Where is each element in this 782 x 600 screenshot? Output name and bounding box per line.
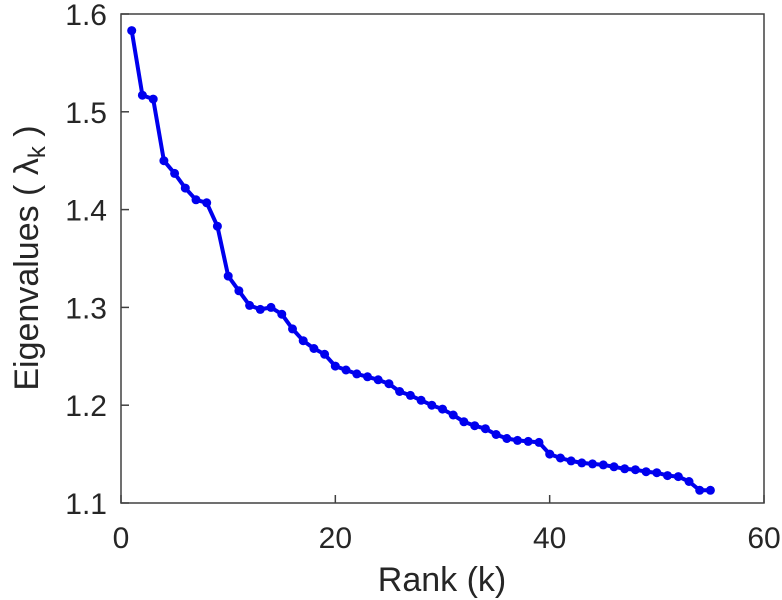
data-point-marker: [695, 485, 705, 495]
data-point-marker: [427, 400, 437, 410]
x-axis-label: Rank (k): [378, 561, 506, 599]
data-point-marker: [191, 195, 201, 205]
data-point-marker: [684, 477, 694, 486]
y-axis: 1.1 1.2 1.3 1.4 1.5 1.6: [65, 0, 129, 521]
y-axis-label-close: ): [8, 125, 46, 146]
data-point-marker: [159, 156, 169, 166]
data-point-marker: [395, 387, 405, 396]
series-line: [129, 28, 713, 493]
data-point-marker: [255, 304, 265, 314]
data-point-marker: [588, 459, 597, 469]
data-point-marker: [405, 390, 415, 400]
data-point-marker: [663, 471, 672, 481]
data-point-marker: [673, 472, 683, 482]
data-point-marker: [288, 324, 297, 334]
data-point-marker: [180, 183, 190, 193]
data-point-marker: [330, 361, 340, 371]
data-point-marker: [234, 286, 244, 296]
data-point-marker: [491, 430, 501, 439]
data-point-marker: [438, 404, 447, 414]
data-point-marker: [352, 369, 362, 379]
x-tick-label: 40: [533, 522, 566, 555]
data-point-marker: [363, 372, 372, 382]
data-point-marker: [459, 417, 469, 427]
data-point-marker: [148, 94, 158, 104]
data-point-marker: [480, 424, 490, 434]
data-point-marker: [598, 460, 608, 470]
data-point-marker: [705, 485, 715, 495]
data-point-marker: [127, 26, 137, 36]
data-point-marker: [448, 410, 458, 420]
x-tick-label: 0: [113, 522, 130, 555]
data-point-marker: [245, 300, 255, 310]
data-point-marker: [630, 465, 640, 475]
data-point-marker: [212, 221, 222, 231]
y-tick-label: 1.2: [65, 390, 107, 423]
data-point-marker: [609, 462, 619, 472]
series-eigenvalues: [127, 26, 715, 495]
data-point-marker: [223, 271, 233, 281]
data-point-marker: [298, 336, 308, 346]
y-tick-label: 1.5: [65, 97, 107, 130]
data-point-marker: [384, 379, 394, 389]
data-point-marker: [523, 436, 533, 446]
data-point-marker: [373, 375, 383, 385]
y-axis-label: Eigenvalues ( λk ): [8, 125, 51, 390]
data-point-marker: [502, 434, 512, 443]
data-point-marker: [320, 349, 330, 359]
data-point-marker: [341, 365, 351, 375]
y-tick-label: 1.4: [65, 195, 107, 228]
data-point-marker: [652, 468, 662, 478]
x-tick-label: 20: [319, 522, 352, 555]
data-point-marker: [309, 344, 319, 353]
x-tick-label: 60: [747, 522, 780, 555]
data-point-marker: [202, 198, 212, 208]
data-point-marker: [545, 449, 555, 459]
data-point-marker: [566, 456, 576, 466]
data-point-marker: [470, 421, 480, 431]
data-point-marker: [137, 90, 147, 100]
data-point-marker: [641, 467, 651, 477]
data-point-marker: [555, 453, 565, 463]
data-point-marker: [266, 302, 276, 312]
data-point-marker: [577, 458, 587, 468]
plot-box: [120, 13, 765, 504]
plot-area: 0 20 40 60 1.1 1.2 1.3 1.4 1.5 1.6: [65, 0, 780, 555]
data-point-marker: [416, 395, 426, 405]
data-point-marker: [620, 464, 630, 474]
y-tick-label: 1.3: [65, 292, 107, 325]
y-axis-label-subscript: k: [24, 145, 51, 158]
y-axis-label-text: Eigenvalues ( λ: [8, 158, 46, 390]
y-tick-label: 1.1: [65, 488, 107, 521]
data-point-marker: [534, 437, 544, 447]
y-tick-label: 1.6: [65, 0, 107, 32]
data-point-marker: [513, 435, 522, 445]
data-point-marker: [170, 168, 180, 178]
data-point-marker: [277, 309, 287, 319]
x-axis: 0 20 40 60: [113, 495, 781, 555]
